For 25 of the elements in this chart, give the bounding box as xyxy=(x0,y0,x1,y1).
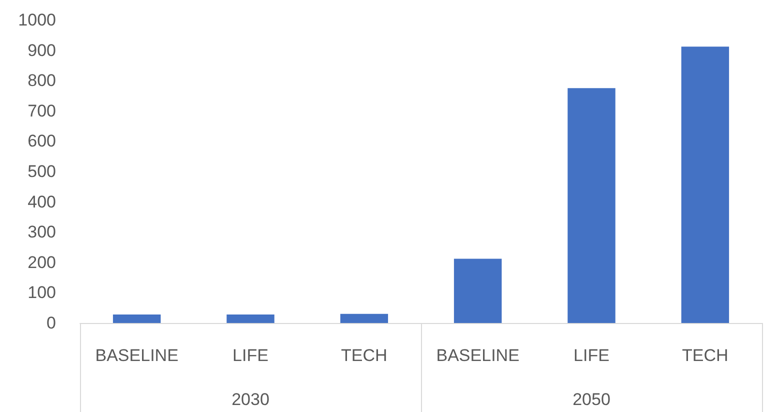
y-tick-label: 200 xyxy=(28,252,56,272)
y-tick-label: 700 xyxy=(28,101,56,120)
x-tick-label: TECH xyxy=(341,346,388,365)
y-tick-label: 900 xyxy=(28,40,56,60)
y-tick-label: 100 xyxy=(28,283,56,302)
bar xyxy=(340,314,388,323)
x-tick-label: TECH xyxy=(682,346,728,365)
x-tick-label: LIFE xyxy=(574,346,610,365)
bar xyxy=(681,46,730,323)
y-tick-label: 1000 xyxy=(18,10,56,30)
bar xyxy=(112,314,161,323)
x-tick-label: LIFE xyxy=(232,346,268,365)
text: 2030 xyxy=(232,390,270,409)
bar xyxy=(568,88,616,323)
bar xyxy=(454,258,502,323)
y-tick-label: 800 xyxy=(28,71,56,90)
y-tick-label: 600 xyxy=(28,132,56,151)
text: 2050 xyxy=(572,390,610,409)
x-tick-label: BASELINE xyxy=(95,346,178,365)
bar xyxy=(226,314,274,323)
y-tick-label: 0 xyxy=(46,314,56,332)
y-tick-label: 500 xyxy=(28,162,56,181)
y-tick-label: 300 xyxy=(28,222,56,242)
x-tick-label: BASELINE xyxy=(436,346,520,365)
y-tick-label: 400 xyxy=(28,192,56,212)
